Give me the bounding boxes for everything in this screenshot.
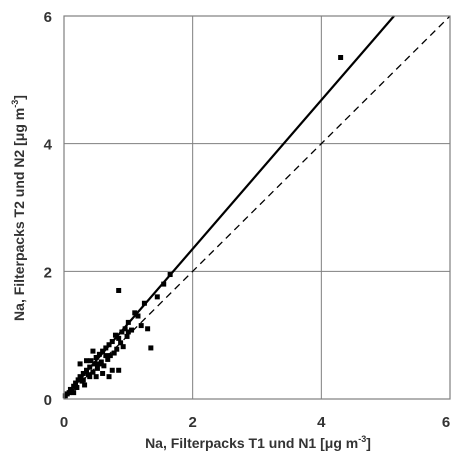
data-point-56 [116, 367, 122, 373]
data-point-33 [116, 335, 122, 341]
y-axis-title-pre: Na, Filterpacks T2 und N2 [ [11, 141, 27, 321]
y-tick-label-2: 4 [44, 137, 53, 154]
grid [64, 16, 450, 399]
x-tick-label-0: 0 [60, 414, 68, 431]
tick-labels: 0 2 4 6 0 2 4 6 [44, 9, 451, 431]
data-point-52 [90, 348, 96, 354]
data-point-18 [92, 361, 98, 367]
data-point-54 [106, 374, 112, 380]
data-point-26 [105, 356, 111, 362]
data-point-63 [93, 374, 99, 380]
y-axis-title-exp: -3 [10, 100, 20, 108]
data-point-53 [100, 370, 106, 376]
data-point-17 [90, 369, 96, 375]
y-axis-title: Na, Filterpacks T2 und N2 [μg m-3] [10, 95, 27, 321]
y-axis-title-post: ] [11, 95, 27, 100]
data-point-5 [71, 383, 77, 389]
data-point-32 [114, 346, 120, 352]
x-tick-label-2: 4 [317, 414, 326, 431]
data-point-39 [125, 319, 131, 325]
data-point-62 [71, 390, 77, 396]
plot-frame [63, 15, 451, 400]
data-point-35 [119, 329, 125, 335]
data-point-46 [148, 345, 154, 351]
regression-line [63, 15, 395, 399]
data-point-50 [77, 361, 83, 367]
data-point-34 [118, 340, 124, 346]
data-point-42 [135, 313, 141, 319]
data-point-47 [154, 294, 160, 300]
data-point-23 [100, 348, 106, 354]
points-layer [62, 54, 344, 399]
data-point-51 [84, 358, 90, 364]
data-point-19 [93, 355, 99, 361]
data-point-36 [120, 344, 126, 350]
data-point-15 [87, 364, 93, 370]
y-tick-label-1: 2 [44, 264, 52, 281]
x-axis-title: Na, Filterpacks T1 und N1 [μg m-3] [145, 434, 371, 451]
y-axis-title-mu: μ [11, 133, 27, 142]
data-point-9 [77, 374, 83, 380]
data-point-64 [125, 329, 131, 335]
data-point-43 [138, 323, 144, 329]
data-point-21 [96, 351, 102, 357]
data-point-40 [129, 327, 135, 333]
x-axis-title-pre: Na, Filterpacks T1 und N1 [ [145, 435, 325, 451]
data-point-57 [116, 287, 122, 293]
y-tick-label-3: 6 [44, 9, 52, 26]
data-point-48 [161, 281, 167, 287]
data-point-11 [80, 370, 86, 376]
data-point-16 [88, 358, 94, 364]
data-point-55 [109, 367, 115, 373]
data-point-49 [167, 272, 173, 278]
data-point-60 [96, 361, 102, 367]
data-point-13 [84, 367, 90, 373]
data-point-28 [107, 353, 113, 359]
data-point-24 [101, 363, 107, 369]
x-tick-label-1: 2 [188, 414, 196, 431]
x-axis-title-unit: g m [333, 435, 358, 451]
data-point-37 [122, 326, 128, 332]
data-point-6 [73, 380, 79, 386]
data-point-12 [82, 382, 88, 388]
x-axis-title-mu: μ [325, 435, 334, 451]
x-axis-title-post: ] [366, 435, 371, 451]
data-point-65 [338, 54, 344, 60]
data-point-25 [103, 345, 109, 351]
data-point-58 [80, 377, 86, 383]
data-point-8 [75, 377, 81, 383]
data-point-7 [74, 385, 80, 391]
data-point-61 [103, 353, 109, 359]
x-axis-title-exp: -3 [358, 434, 366, 444]
data-point-20 [94, 365, 100, 371]
data-point-30 [111, 350, 117, 356]
data-point-38 [124, 333, 130, 339]
data-point-45 [145, 326, 151, 332]
y-axis-title-unit: g m [11, 108, 27, 133]
y-tick-label-0: 0 [44, 392, 52, 409]
data-point-27 [106, 342, 112, 348]
data-point-59 [87, 374, 93, 380]
data-point-41 [132, 310, 138, 316]
data-point-2 [66, 390, 72, 396]
data-point-31 [112, 332, 118, 338]
data-point-44 [141, 300, 147, 306]
data-point-29 [109, 339, 115, 345]
x-tick-label-3: 6 [442, 414, 450, 431]
